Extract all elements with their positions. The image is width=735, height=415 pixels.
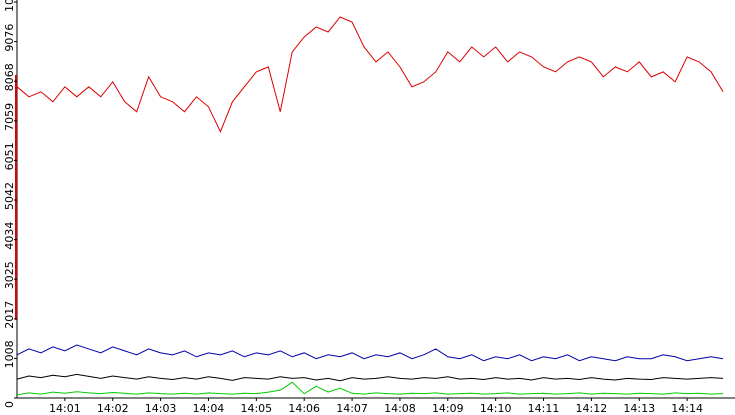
x-tick-label: 14:10 (480, 402, 512, 415)
y-tick-label: 9076 (3, 24, 16, 52)
series-line (16, 16, 724, 133)
x-tick-label: 14:08 (384, 402, 416, 415)
x-tick-label: 14:09 (432, 402, 464, 415)
x-tick-label: 14:12 (576, 402, 608, 415)
x-tick-label: 14:06 (288, 402, 320, 415)
x-tick-label: 14:02 (97, 402, 129, 415)
x-tick-label: 14:03 (145, 402, 177, 415)
x-tick-label: 14:14 (671, 402, 703, 415)
x-tick-label: 14:13 (623, 402, 655, 415)
y-tick-label: 7059 (3, 103, 16, 131)
y-tick-label: 6051 (3, 142, 16, 170)
series-line (16, 381, 724, 396)
x-tick-label: 14:07 (336, 402, 368, 415)
y-tick-label: 10085 (3, 0, 16, 12)
x-tick-label: 14:01 (49, 402, 81, 415)
x-tick-label: 14:04 (193, 402, 225, 415)
x-tick-label: 14:11 (528, 402, 560, 415)
y-tick-label: 8068 (3, 63, 16, 91)
series-line (16, 344, 724, 362)
y-tick-label: 0 (3, 401, 16, 408)
y-tick-label: 4034 (3, 222, 16, 250)
y-tick-label: 2017 (3, 301, 16, 329)
y-tick-label: 3025 (3, 261, 16, 289)
series-line (16, 373, 724, 382)
x-tick-label: 14:05 (240, 402, 272, 415)
y-tick-label: 1008 (3, 340, 16, 368)
y-tick-label: 5042 (3, 182, 16, 210)
